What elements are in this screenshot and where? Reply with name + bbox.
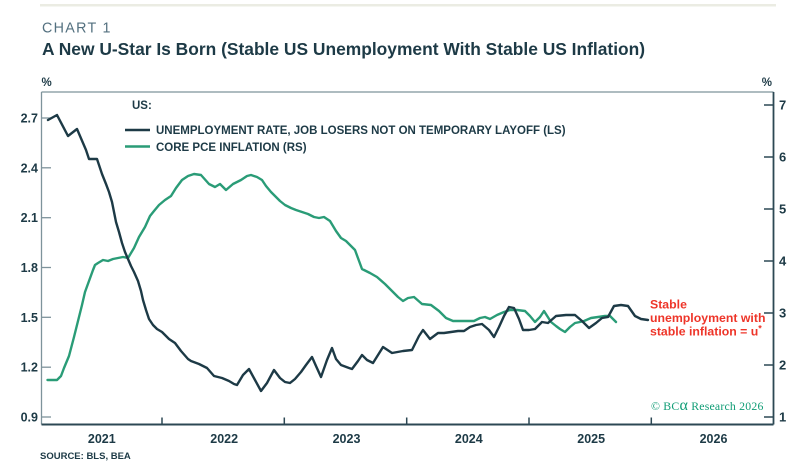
svg-text:2.4: 2.4 xyxy=(21,161,38,175)
svg-text:1.2: 1.2 xyxy=(21,361,38,375)
svg-text:2.1: 2.1 xyxy=(21,211,38,225)
svg-text:Stable: Stable xyxy=(650,298,687,312)
svg-text:1.8: 1.8 xyxy=(21,261,38,275)
svg-text:1.5: 1.5 xyxy=(21,311,38,325)
svg-text:1: 1 xyxy=(779,410,786,425)
svg-text:2.7: 2.7 xyxy=(21,112,38,126)
svg-text:4: 4 xyxy=(779,254,787,269)
svg-text:stable inflation = u*: stable inflation = u* xyxy=(650,324,762,339)
svg-text:2026: 2026 xyxy=(700,432,728,446)
svg-text:2023: 2023 xyxy=(333,432,361,446)
svg-text:CORE PCE INFLATION (RS): CORE PCE INFLATION (RS) xyxy=(156,142,307,154)
svg-text:%: % xyxy=(762,77,772,89)
svg-text:7: 7 xyxy=(779,98,786,113)
svg-text:CHART 1: CHART 1 xyxy=(42,21,112,37)
svg-text:unemployment with: unemployment with xyxy=(650,311,765,325)
svg-text:0.9: 0.9 xyxy=(21,411,38,425)
svg-text:US:: US: xyxy=(132,100,152,112)
svg-text:3: 3 xyxy=(779,306,786,321)
svg-text:2021: 2021 xyxy=(88,432,116,446)
svg-text:6: 6 xyxy=(779,150,786,165)
svg-text:A New U-Star Is Born (Stable U: A New U-Star Is Born (Stable US Unemploy… xyxy=(42,39,645,59)
svg-text:2022: 2022 xyxy=(210,432,238,446)
svg-text:%: % xyxy=(42,77,52,89)
svg-text:UNEMPLOYMENT RATE, JOB LOSERS: UNEMPLOYMENT RATE, JOB LOSERS NOT ON TEM… xyxy=(156,125,566,137)
svg-text:2: 2 xyxy=(779,358,786,373)
svg-text:© BCα Research 2026: © BCα Research 2026 xyxy=(651,397,764,414)
svg-text:2024: 2024 xyxy=(455,432,483,446)
svg-text:SOURCE: BLS, BEA: SOURCE: BLS, BEA xyxy=(40,451,131,462)
svg-text:5: 5 xyxy=(779,202,786,217)
svg-text:2025: 2025 xyxy=(577,432,605,446)
